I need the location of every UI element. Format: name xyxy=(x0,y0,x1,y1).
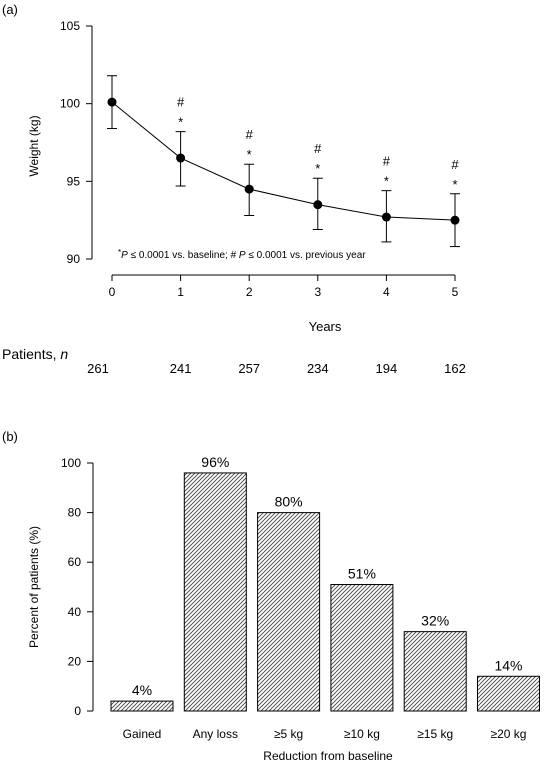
bar-value-label: 51% xyxy=(348,566,376,582)
data-point xyxy=(450,215,460,225)
patients-label: Patients, n xyxy=(2,346,68,362)
x-tick-label: 5 xyxy=(452,285,459,299)
hash-mark: # xyxy=(451,157,459,172)
bar-category-label: Gained xyxy=(123,727,162,741)
weight-x-axis-label: Years xyxy=(309,319,342,334)
patients-label-text: Patients, xyxy=(2,346,60,362)
significance-footnote: *P ≤ 0.0001 vs. baseline; # P ≤ 0.0001 v… xyxy=(118,248,366,261)
bar xyxy=(477,675,540,712)
footnote-star: * xyxy=(118,248,121,257)
star-mark: * xyxy=(384,174,389,189)
data-point xyxy=(381,212,391,222)
bar xyxy=(110,700,174,712)
patients-label-n: n xyxy=(60,346,68,362)
data-point xyxy=(107,97,117,107)
y-tick-label: 95 xyxy=(67,174,81,188)
hash-mark: # xyxy=(246,127,254,142)
bar-category-label: ≥15 kg xyxy=(417,727,453,741)
bar xyxy=(330,584,394,712)
star-mark: * xyxy=(178,115,183,130)
y-tick-label: 90 xyxy=(67,252,81,266)
patients-count: 162 xyxy=(444,361,466,376)
y-tick-label: 105 xyxy=(60,19,80,33)
percent-chart-y-ticks: 0 20 40 60 80 100 xyxy=(61,456,93,718)
footnote-p2: P xyxy=(239,250,246,261)
weight-y-axis-label: Weight (kg) xyxy=(27,115,41,176)
y-tick-label: 0 xyxy=(74,704,81,718)
bar-value-label: 14% xyxy=(494,657,522,673)
bar-category-label: ≥20 kg xyxy=(491,727,527,741)
star-mark: * xyxy=(247,147,252,162)
bar-category-label: Any loss xyxy=(193,727,238,741)
bar xyxy=(257,512,321,712)
patients-count: 194 xyxy=(376,361,398,376)
y-tick-label: 100 xyxy=(61,456,81,470)
footnote-p1: P xyxy=(121,250,128,261)
bar xyxy=(403,631,467,712)
patients-count: 241 xyxy=(170,361,192,376)
weight-line xyxy=(111,101,456,221)
bar-category-label: ≥10 kg xyxy=(344,727,380,741)
hash-mark: # xyxy=(383,154,391,169)
patients-count: 261 xyxy=(87,361,109,376)
patients-counts: 261 241 257 234 194 162 xyxy=(87,361,466,376)
weight-chart-y-ticks: 90 95 100 105 xyxy=(60,19,92,266)
bar-value-label: 96% xyxy=(201,454,229,470)
bar-value-label: 80% xyxy=(275,494,303,510)
weight-series xyxy=(107,75,460,248)
bar-value-label: 4% xyxy=(132,682,152,698)
data-point xyxy=(313,200,323,210)
y-tick-label: 100 xyxy=(60,97,80,111)
hash-mark: # xyxy=(177,95,185,110)
bar-value-label: 32% xyxy=(421,613,449,629)
bar xyxy=(183,472,247,712)
x-tick-label: 1 xyxy=(177,285,184,299)
footnote-text-2: ≤ 0.0001 vs. previous year xyxy=(246,250,367,261)
patients-count: 234 xyxy=(307,361,329,376)
weight-chart-axes xyxy=(91,26,455,276)
data-point xyxy=(244,184,254,194)
footnote-text-1: ≤ 0.0001 vs. baseline; # xyxy=(128,250,239,261)
reduction-x-axis-label: Reduction from baseline xyxy=(263,749,393,763)
y-tick-label: 40 xyxy=(68,605,82,619)
x-tick-label: 3 xyxy=(314,285,321,299)
weight-chart-x-ticks: 0 1 2 3 4 5 xyxy=(109,275,459,299)
y-tick-label: 20 xyxy=(68,654,82,668)
x-tick-label: 4 xyxy=(383,285,390,299)
y-tick-label: 80 xyxy=(68,506,82,520)
bar-category-label: ≥5 kg xyxy=(274,727,303,741)
y-tick-label: 60 xyxy=(68,555,82,569)
patients-count: 257 xyxy=(238,361,260,376)
hash-mark: # xyxy=(314,141,322,156)
x-tick-label: 0 xyxy=(109,285,116,299)
percent-bars: 4% Gained 96% Any loss 80% ≥5 kg 51% ≥10 kg 32% ≥… xyxy=(110,454,540,741)
panel-a-label: (a) xyxy=(2,2,18,17)
star-mark: * xyxy=(315,161,320,176)
data-point xyxy=(176,153,186,163)
percent-y-axis-label: Percent of patients (%) xyxy=(27,526,41,648)
x-tick-label: 2 xyxy=(246,285,253,299)
significance-marks: * * * * * # # # # # xyxy=(177,95,459,192)
panel-b-label: (b) xyxy=(2,429,18,444)
star-mark: * xyxy=(452,177,457,192)
